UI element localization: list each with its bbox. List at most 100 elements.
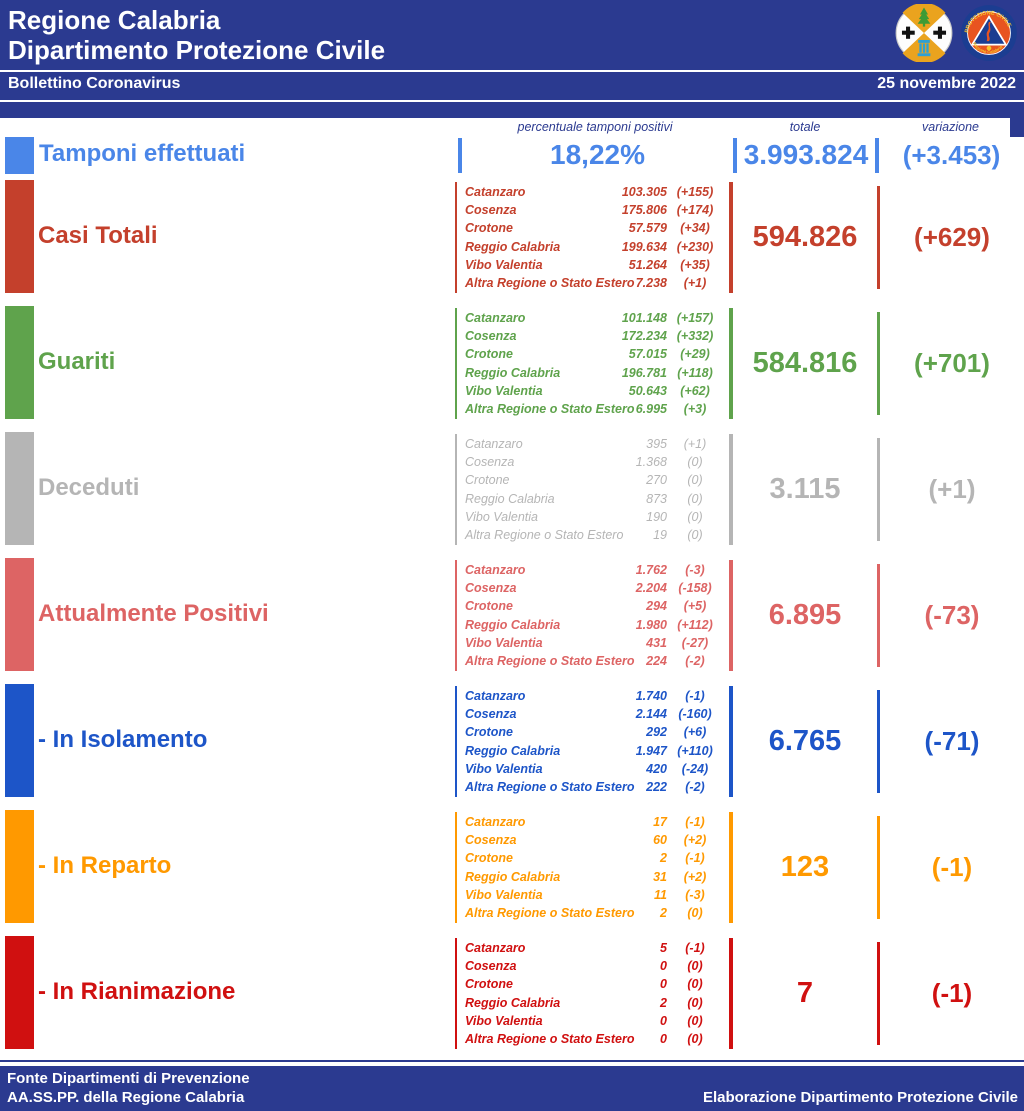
province-value: 1.762	[635, 563, 667, 577]
province-name: Reggio Calabria	[465, 743, 561, 758]
province-value: 17	[653, 815, 667, 829]
province-line: Crotone 270 (0)	[465, 472, 723, 488]
province-variation: (0)	[687, 1013, 703, 1028]
province-value: 31	[653, 869, 667, 884]
total-value: 123	[780, 851, 830, 883]
province-line: Altra Regione o Stato Estero 224 (-2)	[465, 653, 723, 669]
title-line1: Regione Calabria	[8, 5, 221, 35]
category-label: Tamponi effettuati	[39, 140, 246, 167]
variation-value: (-73)	[924, 600, 980, 630]
header-banner: Regione Calabria Dipartimento Protezione…	[0, 0, 1024, 118]
province-line: Reggio Calabria 31 (+2)	[465, 869, 723, 885]
province-value: 11	[654, 887, 667, 902]
province-name: Crotone	[465, 599, 513, 614]
province-name: Crotone	[465, 473, 510, 488]
province-breakdown: Catanzaro 17 (-1) Cosenza 60 (+2) Crotone 2 (-1)…	[455, 812, 733, 923]
province-value: 190	[646, 509, 667, 524]
province-variation: (+6)	[683, 725, 707, 740]
province-variation: (0)	[687, 905, 703, 920]
province-line: Catanzaro 5 (-1)	[465, 940, 723, 956]
province-name: Altra Regione o Stato Estero	[465, 527, 624, 542]
province-name: Vibo Valentia	[465, 887, 543, 902]
header-title-area: Regione Calabria Dipartimento Protezione…	[0, 0, 1024, 70]
variation-value: (-71)	[924, 726, 980, 756]
header-divider-top	[0, 70, 1024, 72]
province-variation: (0)	[687, 473, 703, 488]
variation-value: (+629)	[914, 222, 990, 252]
province-name: Vibo Valentia	[465, 509, 538, 524]
province-variation: (-158)	[678, 581, 712, 596]
percent-positive-value: 18,22%	[550, 139, 645, 170]
province-value: 0	[660, 1031, 667, 1046]
column-separator	[458, 138, 462, 173]
category-color-block	[5, 810, 34, 923]
province-variation: (0)	[687, 527, 703, 542]
province-line: Reggio Calabria 199.634 (+230)	[465, 239, 723, 255]
province-name: Catanzaro	[465, 437, 523, 451]
province-variation: (0)	[687, 959, 703, 974]
stat-row: - In Rianimazione Catanzaro 5 (-1) Cosenza 0 (…	[0, 934, 1024, 1060]
stat-row: Attualmente Positivi Catanzaro 1.762 (-3) Co…	[0, 556, 1024, 682]
province-name: Vibo Valentia	[465, 257, 543, 272]
province-value: 1.740	[635, 689, 667, 703]
province-variation: (+29)	[680, 347, 710, 362]
total-value: 3.115	[769, 473, 841, 505]
category-label: - In Reparto	[38, 851, 172, 879]
province-line: Reggio Calabria 873 (0)	[465, 491, 723, 507]
province-variation: (+110)	[677, 743, 713, 758]
province-line: Cosenza 60 (+2)	[465, 832, 723, 848]
province-variation: (+3)	[683, 401, 707, 416]
variation-value: (+3.453)	[902, 140, 1001, 170]
province-variation: (-1)	[685, 689, 705, 703]
province-name: Cosenza	[465, 833, 517, 848]
category-label: - In Isolamento	[38, 725, 208, 753]
province-value: 395	[646, 437, 667, 451]
province-variation: (+118)	[677, 365, 713, 380]
province-value: 172.234	[621, 329, 667, 344]
province-name: Vibo Valentia	[465, 761, 543, 776]
variation-value: (+1)	[928, 474, 976, 504]
province-value: 1.947	[635, 743, 667, 758]
column-separator	[877, 816, 880, 919]
bulletin-title: Bollettino Coronavirus	[8, 75, 181, 92]
province-name: Cosenza	[465, 329, 517, 344]
column-header-total: totale	[789, 120, 821, 134]
column-separator	[877, 690, 880, 793]
footer-divider	[0, 1060, 1024, 1062]
province-breakdown: Catanzaro 5 (-1) Cosenza 0 (0) Crotone 0 (0) Regg…	[455, 938, 733, 1049]
province-line: Altra Regione o Stato Estero 7.238 (+1)	[465, 275, 723, 291]
province-line: Crotone 57.579 (+34)	[465, 220, 723, 236]
province-name: Cosenza	[465, 707, 517, 722]
province-line: Cosenza 2.144 (-160)	[465, 706, 723, 722]
province-name: Cosenza	[465, 203, 517, 218]
province-value: 2.204	[635, 581, 667, 596]
province-name: Crotone	[465, 221, 513, 236]
province-line: Vibo Valentia 11 (-3)	[465, 887, 723, 903]
province-name: Catanzaro	[465, 815, 526, 829]
province-value: 6.995	[635, 401, 667, 416]
province-line: Altra Regione o Stato Estero 19 (0)	[465, 527, 723, 543]
province-name: Altra Regione o Stato Estero	[465, 653, 635, 668]
province-value: 101.148	[621, 311, 667, 325]
province-value: 2	[660, 851, 667, 866]
column-separator	[877, 438, 880, 541]
province-variation: (0)	[687, 977, 703, 992]
total-value: 594.826	[752, 221, 858, 253]
province-value: 7.238	[635, 275, 667, 290]
province-line: Cosenza 175.806 (+174)	[465, 202, 723, 218]
province-value: 1.980	[635, 617, 667, 632]
province-variation: (-3)	[685, 887, 705, 902]
province-variation: (-1)	[685, 815, 705, 829]
stat-row: Deceduti Catanzaro 395 (+1) Cosenza 1.368 (0) C…	[0, 430, 1024, 556]
province-variation: (+155)	[676, 185, 714, 199]
footer-source-line1: Fonte Dipartimenti di Prevenzione	[7, 1070, 250, 1087]
province-name: Catanzaro	[465, 941, 526, 955]
province-variation: (+332)	[676, 329, 714, 344]
regione-calabria-logo-icon	[895, 4, 953, 62]
province-line: Catanzaro 1.740 (-1)	[465, 688, 723, 704]
province-value: 0	[660, 977, 667, 992]
province-name: Altra Regione o Stato Estero	[465, 905, 635, 920]
province-line: Cosenza 2.204 (-158)	[465, 580, 723, 596]
bulletin-date: 25 novembre 2022	[877, 75, 1016, 92]
category-color-block	[5, 936, 34, 1049]
